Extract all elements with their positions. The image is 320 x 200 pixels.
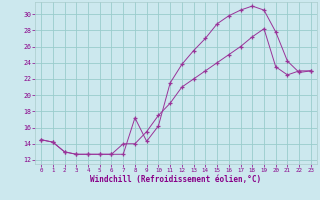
X-axis label: Windchill (Refroidissement éolien,°C): Windchill (Refroidissement éolien,°C) [91, 175, 261, 184]
